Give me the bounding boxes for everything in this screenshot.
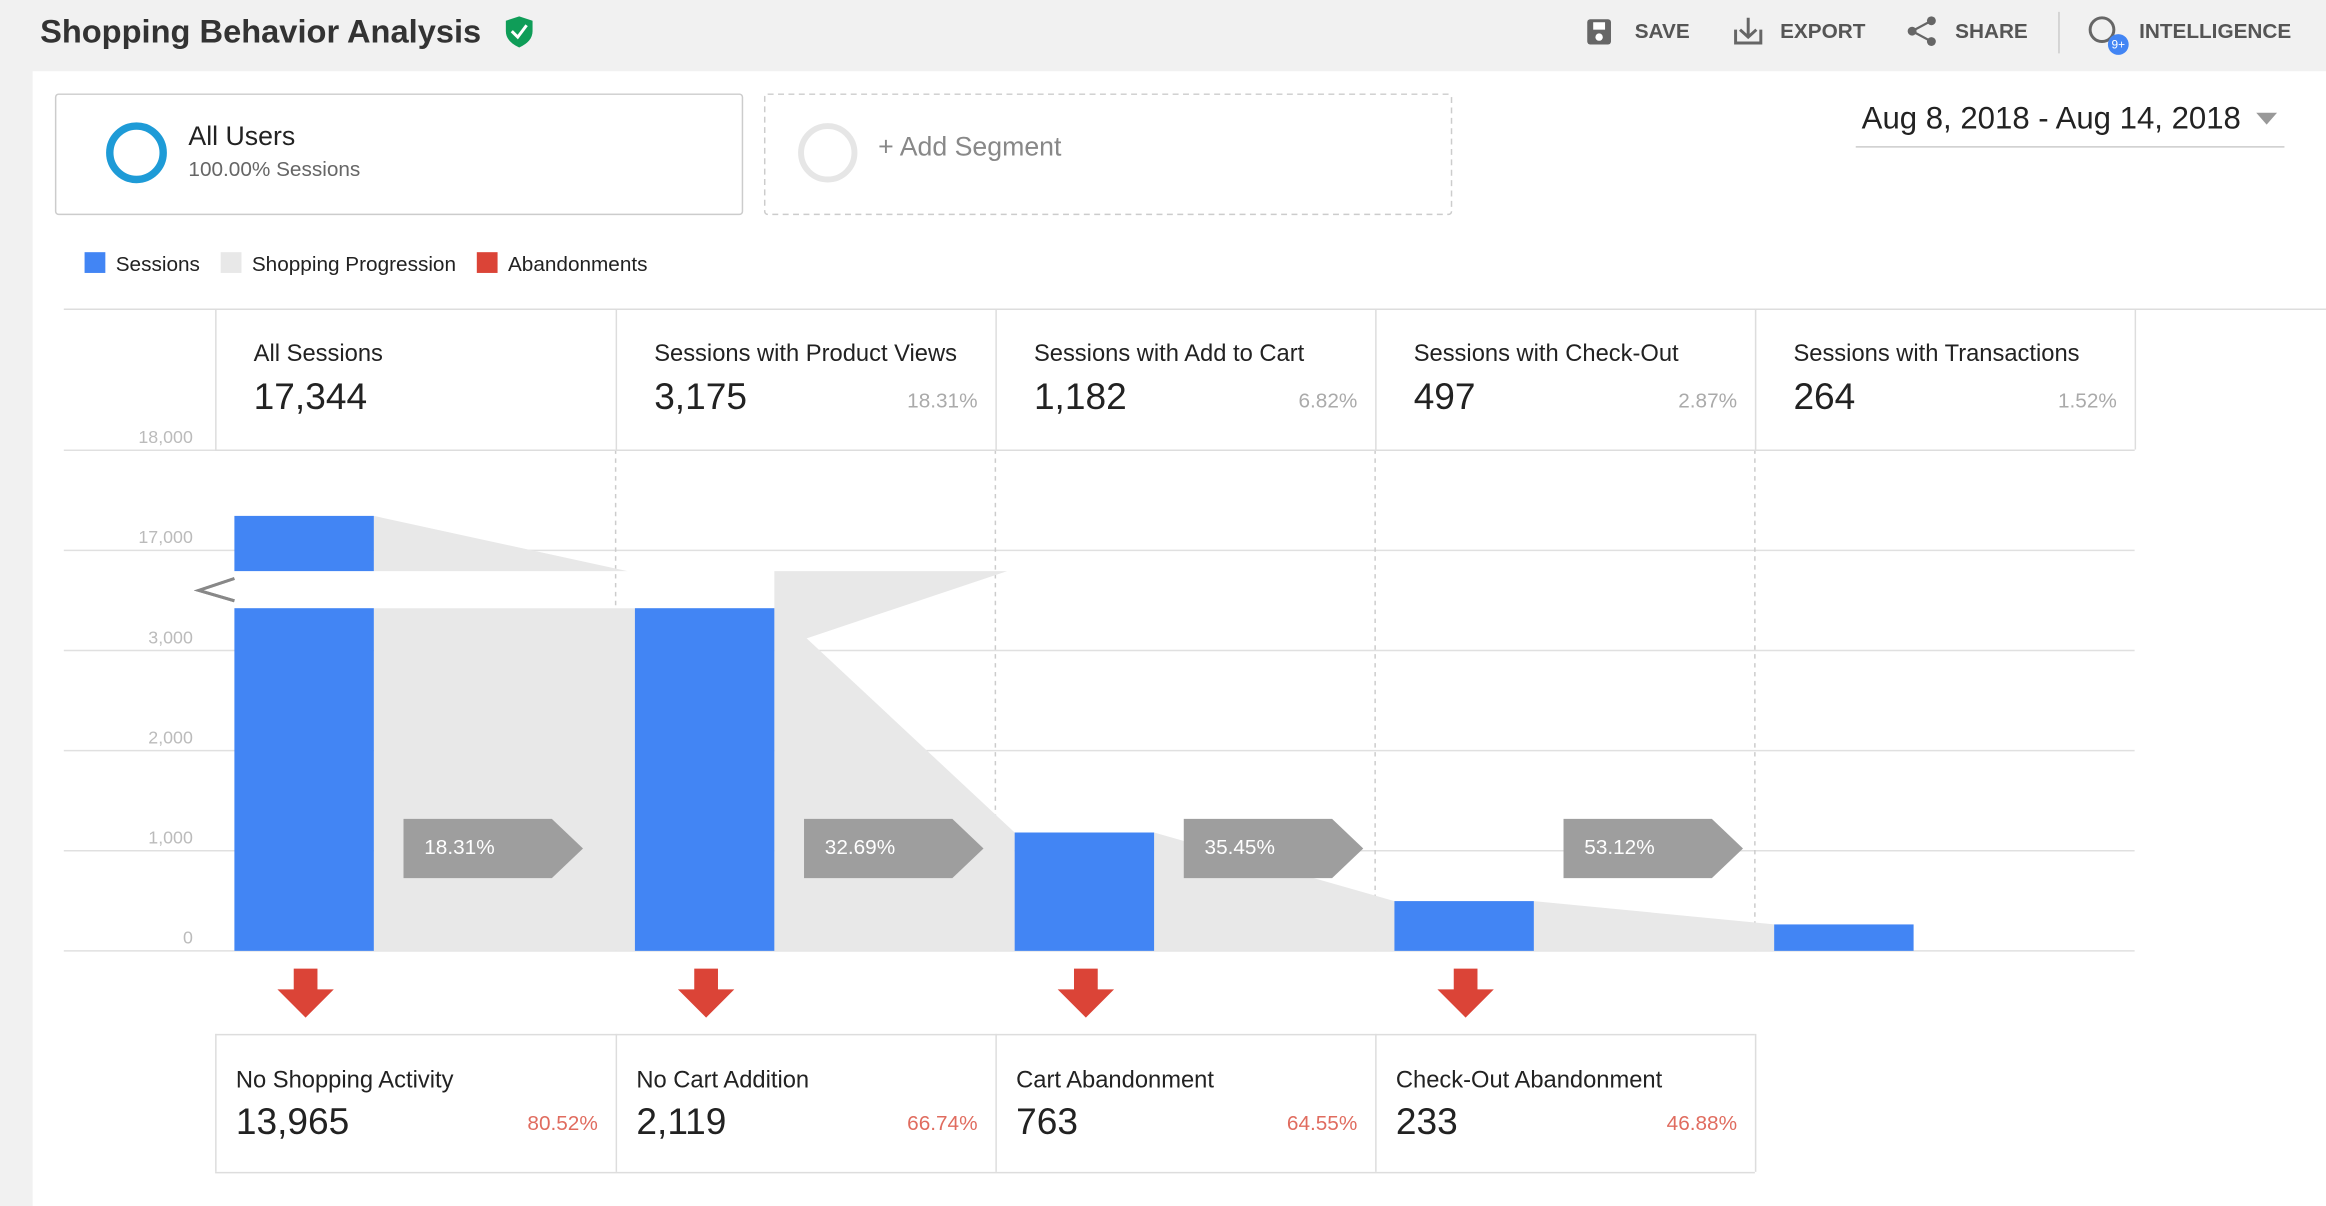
segment-detail: 100.00% Sessions [188,158,360,181]
add-segment[interactable]: + Add Segment [763,93,1453,216]
stage-share: 18.31% [907,389,977,412]
y-tick-label: 2,000 [148,727,193,747]
share-button[interactable]: SHARE [1907,16,2028,46]
date-range[interactable]: Aug 8, 2018 - Aug 14, 2018 [1862,100,2241,135]
progression-chevron [804,818,984,879]
legend-label: Shopping Progression [252,253,456,276]
segment-name: All Users [188,121,295,151]
stage-name: Sessions with Product Views [654,341,957,367]
abandon-arrow [1057,968,1115,1018]
progression-rate: 35.45% [1205,836,1275,859]
abandon-name: No Cart Addition [636,1068,809,1094]
stage-share: 2.87% [1678,389,1737,412]
session-bar [1014,832,1155,951]
stage-value: 497 [1414,375,1476,417]
abandon-name: Cart Abandonment [1016,1068,1214,1094]
session-bar [1394,901,1534,951]
legend-label: Sessions [116,253,200,276]
session-bar-upper [234,515,374,572]
progression-area [373,608,635,951]
abandon-name: Check-Out Abandonment [1396,1068,1663,1094]
stage-value: 3,175 [654,375,747,417]
action-label[interactable]: SHARE [1955,20,2028,43]
progression-chevron [1563,818,1744,879]
progression-area [774,571,1008,650]
y-tick-label: 0 [183,928,193,948]
action-label[interactable]: INTELLIGENCE [2139,20,2291,43]
action-label[interactable]: EXPORT [1780,20,1866,43]
legend-swatch [220,252,242,273]
session-bar [634,608,775,951]
badge: 9+ [2112,37,2126,51]
stage-value: 264 [1793,375,1855,417]
stage-value: 17,344 [254,375,367,417]
abandon-value: 233 [1396,1100,1458,1142]
progression-chevron [1183,818,1364,879]
stage-share: 6.82% [1298,389,1357,412]
stage-name: All Sessions [254,341,383,367]
export-button[interactable]: EXPORT [1734,17,1866,45]
abandon-value: 763 [1016,1100,1078,1142]
intelligence-button[interactable]: 9+ INTELLIGENCE [2088,16,2291,55]
legend-swatch [84,252,106,273]
abandon-share: 46.88% [1667,1112,1737,1135]
y-tick-label: 1,000 [148,828,193,848]
session-bar [234,608,374,951]
stage-value: 1,182 [1034,375,1127,417]
stage-name: Sessions with Add to Cart [1034,341,1305,367]
abandon-arrow [1437,968,1494,1018]
abandon-arrow [277,968,334,1018]
abandon-value: 13,965 [236,1100,349,1142]
y-tick-label: 17,000 [138,527,193,547]
funnel-chart: Sessions Shopping Progression Abandonments… [63,252,2137,1174]
progression-area [373,515,628,572]
verified-badge [505,16,533,48]
abandon-share: 66.74% [907,1112,977,1135]
abandon-arrow [677,968,735,1018]
abandon-share: 80.52% [527,1112,597,1135]
abandon-share: 64.55% [1287,1112,1357,1135]
session-bar [1774,924,1914,951]
legend-swatch [476,252,498,273]
progression-area [1533,901,1775,951]
progression-rate: 53.12% [1584,836,1654,859]
y-tick-label: 18,000 [138,427,193,447]
abandon-value: 2,119 [636,1100,726,1142]
legend-label: Abandonments [508,253,648,276]
progression-rate: 32.69% [825,836,895,859]
progression-rate: 18.31% [424,836,494,859]
page-title: Shopping Behavior Analysis [40,13,481,50]
stage-name: Sessions with Transactions [1793,341,2079,367]
progression-chevron [403,818,583,879]
action-label[interactable]: SAVE [1635,20,1690,43]
add-segment-label[interactable]: + Add Segment [878,131,1062,161]
stage-share: 1.52% [2058,389,2117,412]
save-button[interactable]: SAVE [1587,19,1690,45]
axis-break [193,577,235,603]
date-picker[interactable]: Aug 8, 2018 - Aug 14, 2018 [1855,100,2285,148]
y-tick-label: 3,000 [148,627,193,647]
stage-name: Sessions with Check-Out [1414,341,1679,367]
segment-card[interactable]: All Users 100.00% Sessions [54,93,744,216]
abandon-name: No Shopping Activity [236,1068,454,1094]
